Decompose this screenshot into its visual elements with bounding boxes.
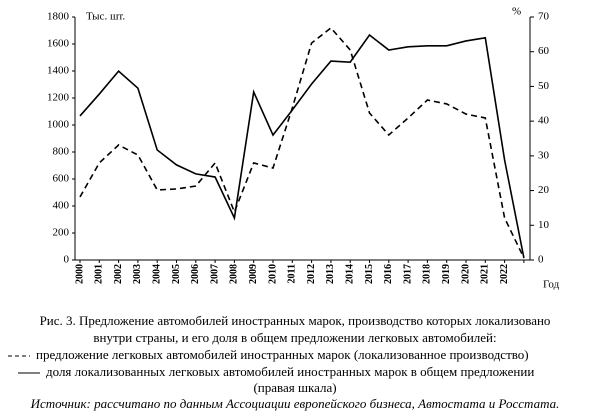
y2-tick-label: 20: [538, 184, 550, 196]
x-tick-label: 2006: [190, 264, 201, 284]
y-tick-label: 200: [53, 227, 70, 239]
y2-tick-label: 70: [538, 11, 550, 23]
y-tick-label: 1000: [47, 119, 70, 131]
x-tick-label: 2009: [248, 264, 259, 284]
x-tick-label: 2011: [287, 264, 298, 283]
x-tick-label: 2013: [325, 264, 336, 284]
x-tick-label: 2018: [422, 264, 433, 284]
x-axis-label: Год: [543, 279, 560, 291]
legend-label: доля локализованных легковых автомобилей…: [46, 364, 534, 379]
x-tick-label: 2022: [499, 264, 510, 284]
y-tick-label: 1200: [47, 92, 70, 104]
y2-tick-label: 0: [538, 254, 544, 266]
y-tick-label: 1400: [47, 65, 70, 77]
y-axis-label: Тыс. шт.: [86, 11, 125, 23]
y2-axis-label: %: [512, 6, 521, 18]
y-tick-label: 800: [53, 146, 70, 158]
y-tick-label: 1800: [47, 11, 70, 23]
x-tick-label: 2017: [402, 264, 413, 284]
x-tick-label: 2016: [383, 264, 394, 284]
line-series: [79, 33, 525, 259]
x-tick-label: 2012: [306, 264, 317, 284]
caption: Рис. 3. Предложение автомобилей иностран…: [40, 313, 551, 328]
line-series: [79, 26, 525, 259]
y2-tick-label: 50: [538, 80, 550, 92]
y2-tick-label: 30: [538, 149, 550, 161]
x-tick-label: 2002: [113, 264, 124, 284]
y2-tick-label: 60: [538, 45, 550, 57]
caption: внутри страны, и его доля в общем предло…: [93, 330, 496, 345]
x-tick-label: 2004: [151, 264, 162, 284]
note: (правая шкала): [253, 380, 336, 395]
y-tick-label: 0: [64, 254, 70, 266]
y-tick-label: 600: [53, 173, 70, 185]
y2-tick-label: 10: [538, 219, 550, 231]
x-tick-label: 2007: [209, 264, 220, 284]
x-tick-label: 2000: [74, 264, 85, 284]
x-tick-label: 2015: [364, 264, 375, 284]
y-tick-label: 400: [53, 200, 70, 212]
legend-label: предложение легковых автомобилей иностра…: [36, 347, 529, 362]
x-tick-label: 2010: [267, 264, 278, 284]
y2-tick-label: 40: [538, 115, 550, 127]
x-tick-label: 2008: [229, 264, 240, 284]
y-tick-label: 1600: [47, 38, 70, 50]
x-tick-label: 2021: [480, 264, 491, 284]
x-tick-label: 2014: [344, 264, 355, 284]
x-tick-label: 2020: [460, 264, 471, 284]
source: Источник: рассчитано по данным Ассоциаци…: [30, 396, 560, 411]
x-tick-label: 2005: [171, 264, 182, 284]
x-tick-label: 2001: [94, 264, 105, 284]
x-tick-label: 2003: [132, 264, 143, 284]
x-tick-label: 2019: [441, 264, 452, 284]
